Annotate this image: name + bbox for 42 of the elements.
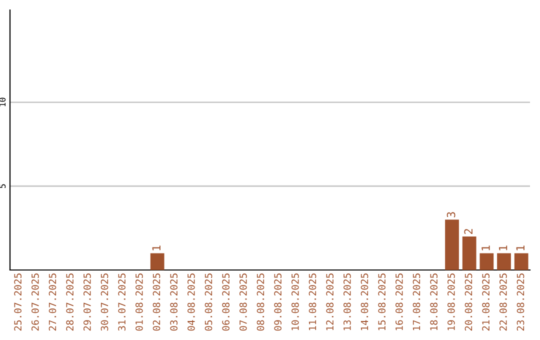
x-tick-label: 15.08.2025 — [378, 274, 386, 330]
x-tick-label: 06.08.2025 — [222, 274, 230, 331]
x-tick-label: 30.07.2025 — [100, 274, 108, 331]
data-label: 3 — [446, 212, 456, 218]
x-tick-label: 26.07.2025 — [31, 274, 39, 331]
data-label: 2 — [464, 229, 472, 234]
bar — [514, 253, 528, 270]
x-tick-label: 19.08.2025 — [447, 274, 455, 330]
x-tick-label: 05.08.2025 — [204, 274, 212, 331]
x-tick-label: 09.08.2025 — [274, 274, 282, 331]
x-tick-label: 10.08.2025 — [291, 274, 299, 330]
x-tick-label: 02.08.2025 — [152, 274, 160, 331]
x-tick-label: 27.07.2025 — [48, 274, 56, 331]
x-tick-label: 04.08.2025 — [187, 274, 195, 331]
x-tick-label: 31.07.2025 — [118, 274, 126, 331]
data-label: 1 — [516, 246, 524, 250]
x-tick-label: 16.08.2025 — [395, 274, 403, 330]
x-tick-label: 01.08.2025 — [135, 274, 143, 331]
x-tick-label: 08.08.2025 — [256, 274, 264, 331]
x-tick-label: 11.08.2025 — [308, 274, 316, 330]
bar — [445, 220, 459, 270]
x-tick-label: 29.07.2025 — [83, 274, 91, 331]
x-tick-label: 28.07.2025 — [66, 274, 74, 331]
bar — [480, 253, 494, 270]
x-tick-label: 23.08.2025 — [516, 274, 524, 331]
x-tick-label: 03.08.2025 — [170, 274, 178, 331]
bar — [497, 253, 511, 270]
data-label: 1 — [152, 246, 160, 250]
bar — [462, 236, 476, 270]
x-tick-label: 18.08.2025 — [430, 274, 438, 330]
x-tick-label: 13.08.2025 — [343, 274, 351, 330]
x-tick-label: 12.08.2025 — [326, 274, 334, 330]
data-label: 1 — [498, 246, 508, 250]
x-tick-label: 22.08.2025 — [499, 274, 507, 331]
x-tick-label: 20.08.2025 — [464, 274, 472, 331]
bar — [150, 253, 164, 270]
x-tick-label: 17.08.2025 — [412, 274, 420, 330]
data-label: 1 — [482, 246, 490, 250]
x-tick-label: 25.07.2025 — [14, 274, 22, 331]
x-tick-label: 07.08.2025 — [239, 274, 247, 331]
x-tick-label: 14.08.2025 — [360, 274, 368, 330]
x-tick-label: 21.08.2025 — [482, 274, 490, 331]
